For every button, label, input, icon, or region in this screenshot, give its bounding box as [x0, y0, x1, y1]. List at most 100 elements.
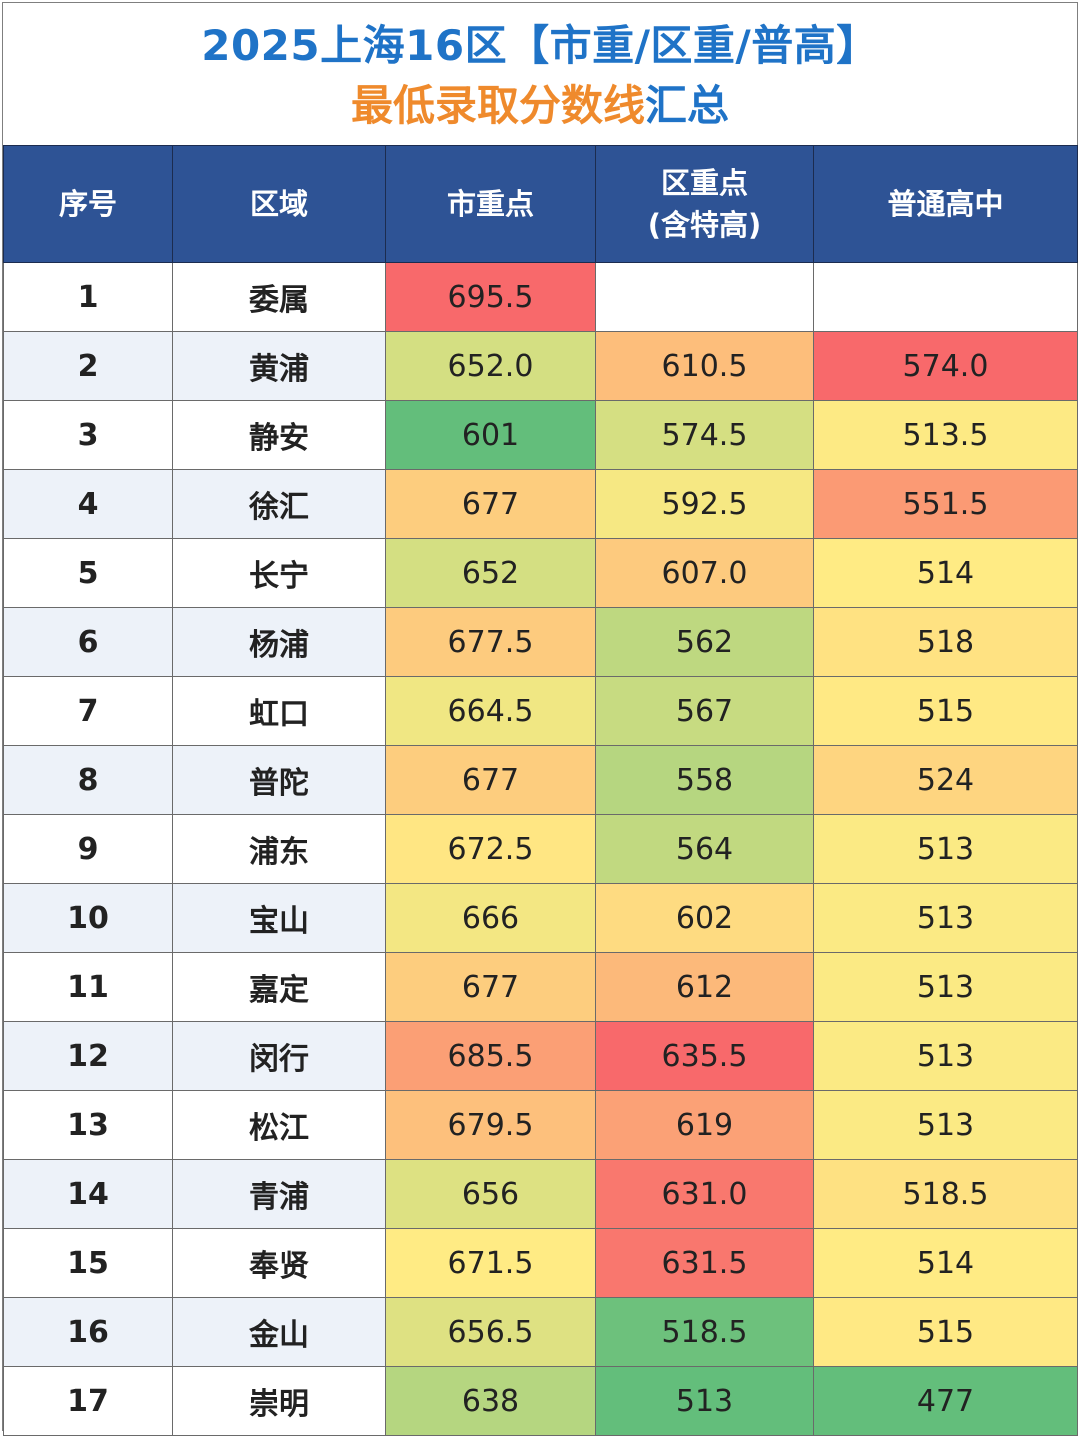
header-regular: 普通高中: [813, 145, 1078, 263]
score-city-key: 656: [385, 1159, 596, 1229]
score-regular: [813, 262, 1078, 332]
score-city-key: 652: [385, 538, 596, 608]
score-city-key: 677: [385, 952, 596, 1022]
score-city-key: 664.5: [385, 676, 596, 746]
row-index: 4: [3, 469, 173, 539]
table-row: 15 奉贤 671.5 631.5 514: [3, 1228, 1078, 1298]
score-city-key: 672.5: [385, 814, 596, 884]
row-index: 3: [3, 400, 173, 470]
score-regular: 514: [813, 1228, 1078, 1298]
title-block: 2025上海16区【市重/区重/普高】 最低录取分数线汇总: [3, 3, 1077, 145]
score-district-key: 567: [595, 676, 814, 746]
header-row: 序号 区域 市重点 区重点 (含特高) 普通高中: [3, 145, 1078, 263]
row-index: 10: [3, 883, 173, 953]
score-district-key: 607.0: [595, 538, 814, 608]
score-district-key: 564: [595, 814, 814, 884]
table-row: 6 杨浦 677.5 562 518: [3, 607, 1078, 677]
table-row: 9 浦东 672.5 564 513: [3, 814, 1078, 884]
row-index: 16: [3, 1297, 173, 1367]
row-index: 12: [3, 1021, 173, 1091]
score-district-key: 574.5: [595, 400, 814, 470]
row-index: 15: [3, 1228, 173, 1298]
row-index: 1: [3, 262, 173, 332]
row-district: 宝山: [172, 883, 386, 953]
table-row: 10 宝山 666 602 513: [3, 883, 1078, 953]
row-district: 青浦: [172, 1159, 386, 1229]
row-index: 17: [3, 1366, 173, 1436]
row-index: 7: [3, 676, 173, 746]
score-city-key: 679.5: [385, 1090, 596, 1160]
row-district: 奉贤: [172, 1228, 386, 1298]
table-row: 17 崇明 638 513 477: [3, 1366, 1078, 1436]
score-district-key: 619: [595, 1090, 814, 1160]
header-city-key: 市重点: [385, 145, 596, 263]
header-district-key-line1: 区重点: [660, 166, 748, 200]
score-district-key: 610.5: [595, 331, 814, 401]
row-index: 14: [3, 1159, 173, 1229]
table-row: 14 青浦 656 631.0 518.5: [3, 1159, 1078, 1229]
score-regular: 513: [813, 1090, 1078, 1160]
score-regular: 477: [813, 1366, 1078, 1436]
row-index: 5: [3, 538, 173, 608]
row-district: 普陀: [172, 745, 386, 815]
score-regular: 513.5: [813, 400, 1078, 470]
table-row: 11 嘉定 677 612 513: [3, 952, 1078, 1022]
row-index: 13: [3, 1090, 173, 1160]
score-regular: 518.5: [813, 1159, 1078, 1229]
score-city-key: 677: [385, 469, 596, 539]
row-district: 委属: [172, 262, 386, 332]
score-district-key: 631.0: [595, 1159, 814, 1229]
score-city-key: 601: [385, 400, 596, 470]
row-district: 松江: [172, 1090, 386, 1160]
score-table: 序号 区域 市重点 区重点 (含特高) 普通高中 1 委属 695.5 2 黄浦 652.…: [3, 145, 1078, 1436]
table-row: 13 松江 679.5 619 513: [3, 1090, 1078, 1160]
header-index: 序号: [3, 145, 173, 263]
score-city-key: 677: [385, 745, 596, 815]
row-district: 长宁: [172, 538, 386, 608]
score-city-key: 685.5: [385, 1021, 596, 1091]
table-row: 1 委属 695.5: [3, 262, 1078, 332]
score-regular: 515: [813, 676, 1078, 746]
score-city-key: 677.5: [385, 607, 596, 677]
header-district-key: 区重点 (含特高): [595, 145, 814, 263]
score-regular: 513: [813, 814, 1078, 884]
table-row: 4 徐汇 677 592.5 551.5: [3, 469, 1078, 539]
score-city-key: 652.0: [385, 331, 596, 401]
table-row: 5 长宁 652 607.0 514: [3, 538, 1078, 608]
score-regular: 574.0: [813, 331, 1078, 401]
score-regular: 551.5: [813, 469, 1078, 539]
score-city-key: 638: [385, 1366, 596, 1436]
row-district: 虹口: [172, 676, 386, 746]
score-regular: 518: [813, 607, 1078, 677]
row-district: 静安: [172, 400, 386, 470]
row-district: 嘉定: [172, 952, 386, 1022]
table-row: 2 黄浦 652.0 610.5 574.0: [3, 331, 1078, 401]
table-row: 7 虹口 664.5 567 515: [3, 676, 1078, 746]
subtitle-part-1: 最低录取分数线: [350, 81, 645, 130]
score-city-key: 666: [385, 883, 596, 953]
subtitle-part-2: 汇总: [645, 81, 730, 130]
score-district-key: 518.5: [595, 1297, 814, 1367]
row-district: 金山: [172, 1297, 386, 1367]
row-district: 闵行: [172, 1021, 386, 1091]
score-district-key: 612: [595, 952, 814, 1022]
score-district-key: 513: [595, 1366, 814, 1436]
row-district: 黄浦: [172, 331, 386, 401]
score-regular: 514: [813, 538, 1078, 608]
table-row: 16 金山 656.5 518.5 515: [3, 1297, 1078, 1367]
header-district-key-line2: (含特高): [647, 208, 762, 242]
score-district-key: 562: [595, 607, 814, 677]
row-index: 6: [3, 607, 173, 677]
row-index: 11: [3, 952, 173, 1022]
page-title: 2025上海16区【市重/区重/普高】: [201, 21, 879, 70]
header-district: 区域: [172, 145, 386, 263]
score-district-key: 558: [595, 745, 814, 815]
score-district-key: 602: [595, 883, 814, 953]
score-regular: 513: [813, 883, 1078, 953]
score-regular: 513: [813, 1021, 1078, 1091]
score-city-key: 695.5: [385, 262, 596, 332]
row-index: 9: [3, 814, 173, 884]
row-index: 8: [3, 745, 173, 815]
row-district: 崇明: [172, 1366, 386, 1436]
